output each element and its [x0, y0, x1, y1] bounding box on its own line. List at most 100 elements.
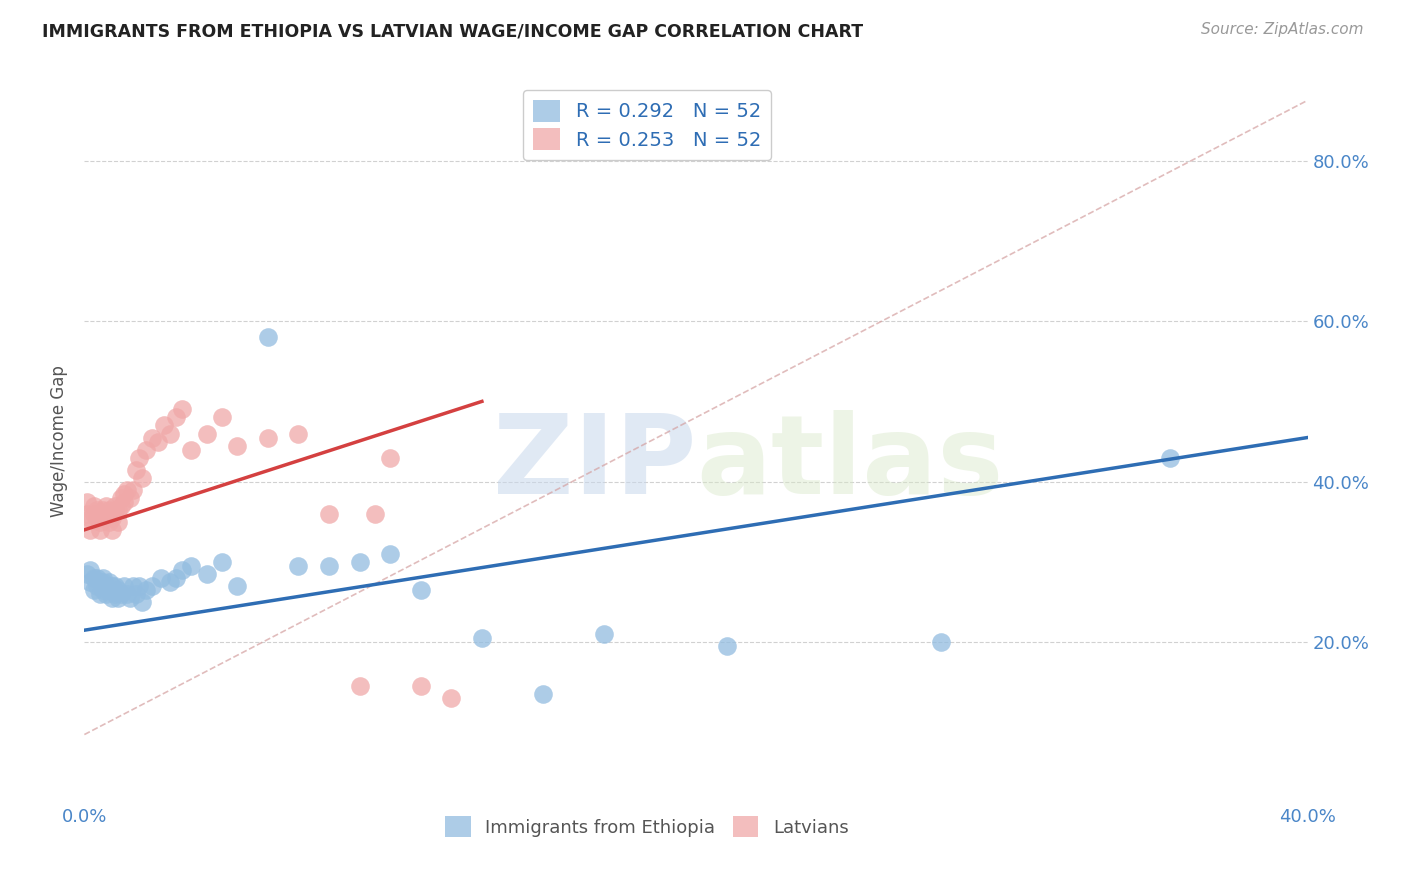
Point	[159, 426, 181, 441]
Point	[110, 491, 132, 505]
Point	[165, 571, 187, 585]
Point	[89, 574, 111, 589]
Point	[91, 502, 114, 516]
Point	[101, 510, 124, 524]
Text: atlas: atlas	[696, 409, 1004, 516]
Point	[94, 587, 117, 601]
Point	[165, 410, 187, 425]
Point	[409, 680, 432, 694]
Point	[125, 462, 148, 476]
Legend: Immigrants from Ethiopia, Latvians: Immigrants from Ethiopia, Latvians	[439, 809, 856, 845]
Point	[318, 507, 340, 521]
Point	[141, 579, 163, 593]
Point	[79, 510, 101, 524]
Point	[257, 330, 280, 344]
Point	[287, 426, 309, 441]
Point	[471, 632, 494, 646]
Point	[128, 579, 150, 593]
Point	[364, 507, 387, 521]
Point	[141, 430, 163, 444]
Point	[86, 502, 108, 516]
Point	[211, 555, 233, 569]
Text: Source: ZipAtlas.com: Source: ZipAtlas.com	[1201, 22, 1364, 37]
Point	[287, 558, 309, 574]
Point	[101, 579, 124, 593]
Point	[172, 563, 194, 577]
Point	[104, 587, 127, 601]
Point	[318, 558, 340, 574]
Point	[76, 507, 98, 521]
Point	[257, 430, 280, 444]
Point	[86, 571, 108, 585]
Point	[120, 591, 142, 605]
Point	[380, 547, 402, 561]
Point	[135, 442, 157, 457]
Point	[122, 483, 145, 497]
Point	[89, 523, 111, 537]
Point	[97, 574, 120, 589]
Point	[115, 483, 138, 497]
Point	[91, 583, 114, 598]
Point	[125, 587, 148, 601]
Point	[107, 591, 129, 605]
Point	[929, 635, 952, 649]
Point	[101, 523, 124, 537]
Point	[83, 571, 105, 585]
Point	[349, 680, 371, 694]
Point	[349, 555, 371, 569]
Point	[180, 442, 202, 457]
Point	[195, 426, 218, 441]
Point	[195, 567, 218, 582]
Point	[153, 418, 176, 433]
Point	[146, 434, 169, 449]
Point	[112, 486, 135, 500]
Point	[180, 558, 202, 574]
Point	[159, 574, 181, 589]
Point	[172, 402, 194, 417]
Text: ZIP: ZIP	[492, 409, 696, 516]
Point	[97, 583, 120, 598]
Point	[226, 579, 249, 593]
Point	[76, 567, 98, 582]
Point	[79, 574, 101, 589]
Point	[409, 583, 432, 598]
Point	[83, 583, 105, 598]
Point	[83, 507, 105, 521]
Y-axis label: Wage/Income Gap: Wage/Income Gap	[51, 366, 69, 517]
Point	[104, 502, 127, 516]
Point	[131, 470, 153, 484]
Text: IMMIGRANTS FROM ETHIOPIA VS LATVIAN WAGE/INCOME GAP CORRELATION CHART: IMMIGRANTS FROM ETHIOPIA VS LATVIAN WAGE…	[42, 22, 863, 40]
Point	[110, 499, 132, 513]
Point	[112, 579, 135, 593]
Point	[380, 450, 402, 465]
Point	[531, 687, 554, 701]
Point	[1159, 450, 1181, 465]
Point	[79, 563, 101, 577]
Point	[91, 571, 114, 585]
Point	[97, 515, 120, 529]
Point	[115, 587, 138, 601]
Point	[149, 571, 172, 585]
Point	[716, 639, 738, 653]
Point	[94, 579, 117, 593]
Point	[91, 510, 114, 524]
Point	[107, 515, 129, 529]
Point	[94, 499, 117, 513]
Point	[79, 523, 101, 537]
Point	[112, 494, 135, 508]
Point	[128, 450, 150, 465]
Point	[131, 595, 153, 609]
Point	[120, 491, 142, 505]
Point	[104, 579, 127, 593]
Point	[226, 438, 249, 452]
Point	[97, 502, 120, 516]
Point	[89, 507, 111, 521]
Point	[76, 494, 98, 508]
Point	[91, 574, 114, 589]
Point	[440, 691, 463, 706]
Point	[101, 591, 124, 605]
Point	[89, 515, 111, 529]
Point	[86, 579, 108, 593]
Point	[107, 502, 129, 516]
Point	[83, 499, 105, 513]
